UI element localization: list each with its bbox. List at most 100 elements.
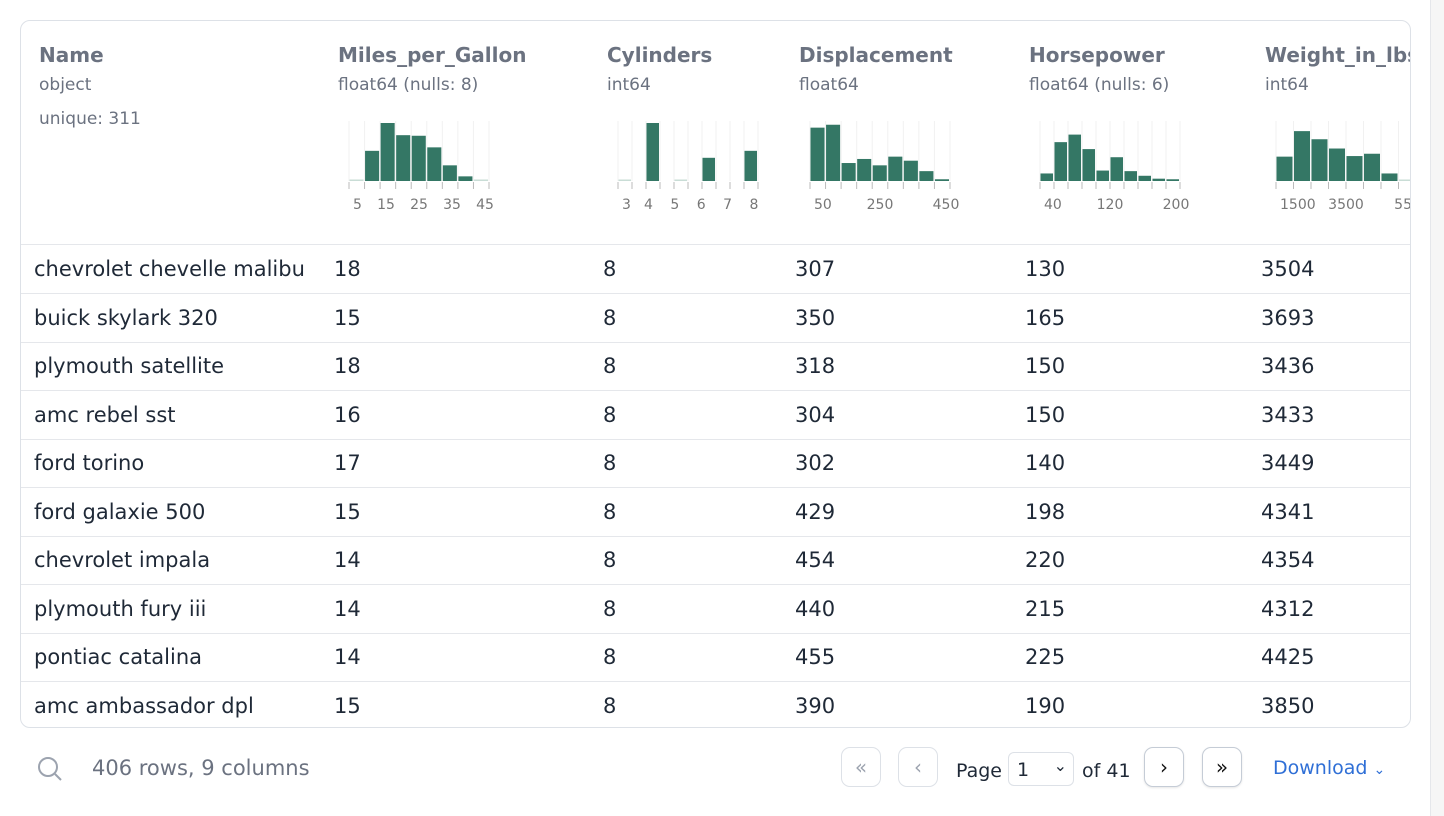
table-cell: 440 [795,596,836,621]
table-cell: amc rebel sst [34,402,176,427]
column-histogram: 5 15 25 35 45 [348,121,494,213]
histogram-bar[interactable] [396,135,411,181]
histogram-bar[interactable] [702,157,716,181]
histogram-bar[interactable] [380,123,395,181]
table-row[interactable]: ford torino 17 8 302 140 3449 [21,439,1410,488]
histogram-bar[interactable] [1082,149,1096,181]
table-row[interactable]: ford galaxie 500 15 8 429 198 4341 [21,488,1410,537]
column-type: float64 [799,75,859,95]
column-name: Miles_per_Gallon [338,43,527,67]
previous-page-button[interactable]: ‹ [898,747,938,787]
table-cell: 4425 [1261,645,1315,669]
histogram-bar[interactable] [841,163,856,181]
histogram-bar[interactable] [857,158,872,181]
page-select[interactable]: 1 ⌄ [1008,752,1074,786]
column-name: Weight_in_lbs [1265,43,1411,67]
table-cell: 8 [603,354,617,378]
download-button[interactable]: Download ⌄ [1273,757,1385,779]
histogram-bar[interactable] [810,127,825,181]
column-histogram: 1500 3500 5500 [1275,121,1411,213]
histogram-bar[interactable] [365,150,380,181]
table-cell: chevrolet chevelle malibu [34,257,305,281]
table-cell: 350 [795,305,836,330]
column-header[interactable]: Miles_per_Gallon float64 (nulls: 8) [338,43,526,95]
table-cell: buick skylark 320 [34,305,218,330]
column-header[interactable]: Name object unique: 311 [39,43,141,129]
table-row[interactable]: chevrolet chevelle malibu 18 8 307 130 3504 [21,245,1410,294]
histogram-bar[interactable] [618,179,632,182]
table-cell: 18 [334,257,361,281]
histogram-bar[interactable] [1276,156,1293,181]
histogram-bar[interactable] [1294,131,1310,181]
table-cell: 4312 [1261,596,1315,621]
histogram-bar[interactable] [1054,142,1068,181]
histogram-bar[interactable] [1096,170,1110,181]
table-cell: 15 [334,693,361,718]
table-row[interactable]: amc ambassador dpl 15 8 390 190 3850 [21,682,1410,728]
table-cell: 8 [603,596,617,621]
table-cell: 150 [1025,402,1066,427]
table-cell: 15 [334,499,361,524]
histogram-bar[interactable] [919,171,934,181]
table-row[interactable]: plymouth satellite 18 8 318 150 3436 [21,342,1410,391]
histogram-tick-label: 15 [377,197,395,213]
table-cell: 150 [1025,354,1066,378]
next-page-button[interactable]: › [1144,747,1184,787]
histogram-bar[interactable] [458,176,473,181]
histogram-bar[interactable] [1364,153,1380,181]
table-cell: 318 [795,354,836,378]
histogram-tick-label: 4 [644,197,653,213]
table-cell: chevrolet impala [34,548,211,572]
table-cell: 14 [334,548,361,572]
histogram-bar[interactable] [1329,148,1345,181]
column-header[interactable]: Weight_in_lbs int64 [1265,43,1411,95]
histogram-bar[interactable] [473,179,488,182]
histogram-tick-label: 120 [1097,197,1124,213]
histogram-bar[interactable] [1110,157,1124,181]
table-row[interactable]: pontiac catalina 14 8 455 225 4425 [21,633,1410,682]
histogram-bar[interactable] [1399,179,1411,182]
histogram-bar[interactable] [744,150,758,181]
histogram-bar[interactable] [1124,171,1138,181]
histogram-bar[interactable] [1152,178,1166,181]
column-type: int64 [607,75,651,95]
histogram-tick-label: 200 [1163,197,1189,213]
histogram-bar[interactable] [442,165,457,181]
histogram-bar[interactable] [427,147,442,181]
histogram-bar[interactable] [411,135,426,181]
histogram-tick-label: 250 [867,197,894,213]
histogram-bar[interactable] [1381,173,1398,181]
histogram-bar[interactable] [1138,175,1152,181]
histogram-bar[interactable] [674,179,688,182]
column-header[interactable]: Cylinders int64 [607,43,712,95]
column-header[interactable]: Displacement float64 [799,43,953,95]
table-footer: 406 rows, 9 columns « ‹ Page 1 ⌄ of 41 ›… [0,745,1444,795]
histogram-bar[interactable] [888,156,903,181]
table-row[interactable]: buick skylark 320 15 8 350 165 3693 [21,294,1410,343]
search-icon[interactable] [36,755,64,783]
histogram-bar[interactable] [826,124,841,181]
table-row[interactable]: chevrolet impala 14 8 454 220 4354 [21,536,1410,585]
histogram-bar[interactable] [903,160,918,181]
histogram-bar[interactable] [934,179,949,181]
histogram-bar[interactable] [1040,173,1054,181]
table-cell: 3693 [1261,305,1315,330]
column-header[interactable]: Horsepower float64 (nulls: 6) [1029,43,1169,95]
last-page-button[interactable]: » [1202,747,1242,787]
vertical-scrollbar[interactable] [1430,0,1444,816]
table-cell: 8 [603,257,617,281]
histogram-bar[interactable] [646,123,660,181]
histogram-bar[interactable] [872,165,887,181]
histogram-bar[interactable] [1346,156,1363,181]
table-cell: 18 [334,354,361,378]
table-cell: 304 [795,402,836,427]
table-header: Name object unique: 311 Miles_per_Gallon flo… [21,21,1410,245]
histogram-bar[interactable] [1311,139,1328,181]
page-count: of 41 [1082,760,1131,782]
histogram-bar[interactable] [1166,179,1180,181]
table-row[interactable]: plymouth fury iii 14 8 440 215 4312 [21,585,1410,634]
first-page-button[interactable]: « [841,747,881,787]
histogram-bar[interactable] [349,179,364,182]
histogram-bar[interactable] [1068,134,1082,181]
table-row[interactable]: amc rebel sst 16 8 304 150 3433 [21,391,1410,440]
